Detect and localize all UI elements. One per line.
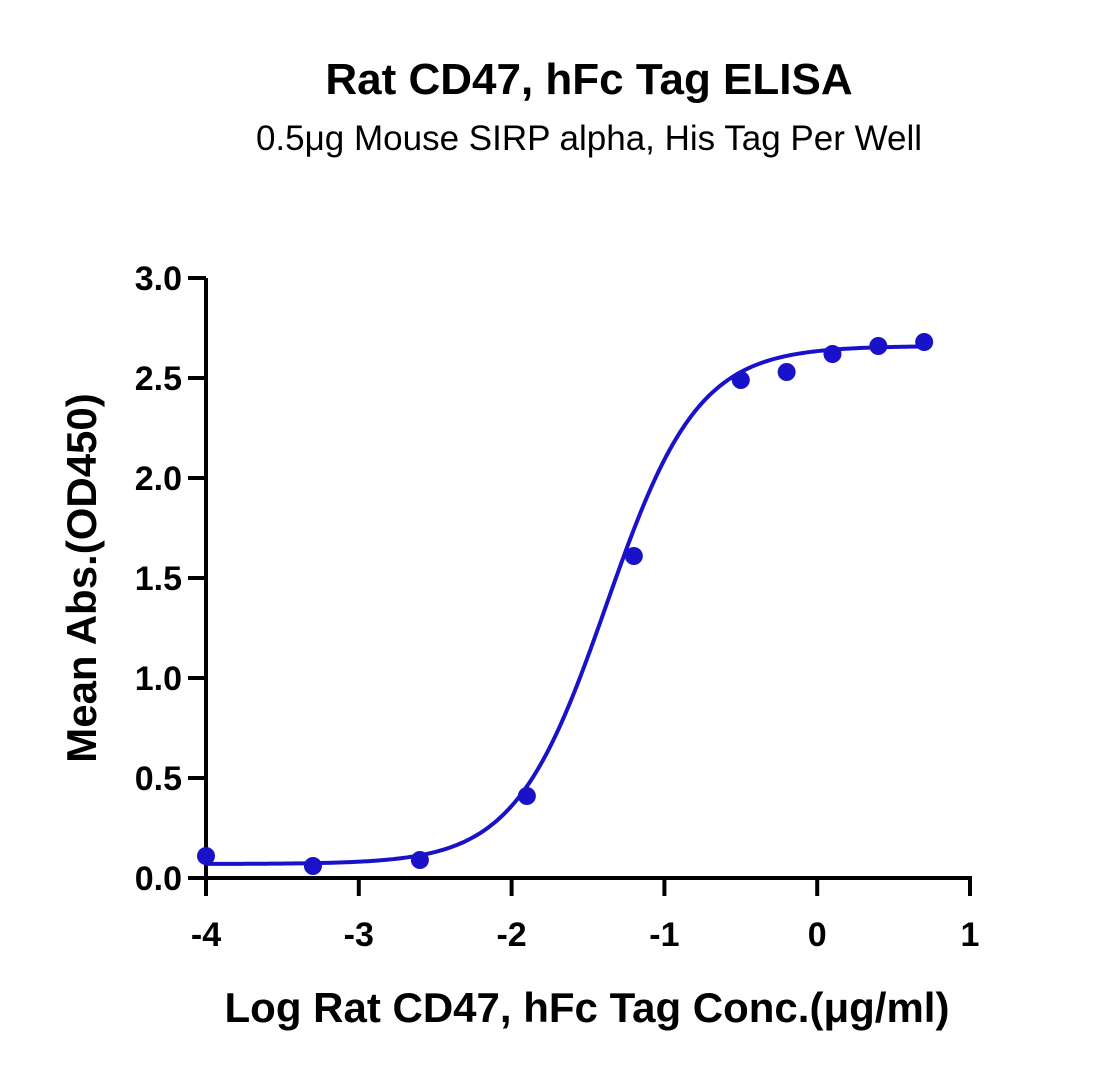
data-points [197,333,934,875]
data-point [303,857,322,875]
y-tick-label: 0.5 [135,760,182,798]
x-tick-label: -4 [191,916,221,954]
y-tick-label: 3.0 [135,260,182,298]
data-point [915,333,934,351]
x-axis: -4 -3 -2 -1 0 1 [191,876,980,954]
data-point [517,787,536,805]
fit-curve [205,344,925,866]
y-tick-label: 2.0 [135,460,182,498]
data-point [731,371,750,389]
data-point [410,851,429,869]
data-point [624,547,643,565]
x-tick-label: -3 [344,916,374,954]
x-tick-label: 1 [961,916,980,954]
y-tick-label: 0.0 [135,860,182,898]
chart-title: Rat CD47, hFc Tag ELISA [325,55,852,104]
data-point [823,345,842,363]
fit-curve-layer [205,344,925,866]
data-point [869,337,888,355]
x-tick-label: -2 [496,916,526,954]
y-tick-label: 2.5 [135,360,182,398]
x-axis-title: Log Rat CD47, hFc Tag Conc.(μg/ml) [225,984,950,1031]
x-tick-label: -1 [649,916,679,954]
y-tick-label: 1.0 [135,660,182,698]
y-axis: 0.0 0.5 1.0 1.5 2.0 2.5 3.0 [135,260,208,898]
y-axis-title: Mean Abs.(OD450) [58,393,105,763]
data-point [777,363,796,381]
data-point [197,847,215,865]
y-tick-label: 1.5 [135,560,182,598]
x-tick-label: 0 [808,916,827,954]
chart-subtitle: 0.5μg Mouse SIRP alpha, His Tag Per Well [256,119,922,158]
